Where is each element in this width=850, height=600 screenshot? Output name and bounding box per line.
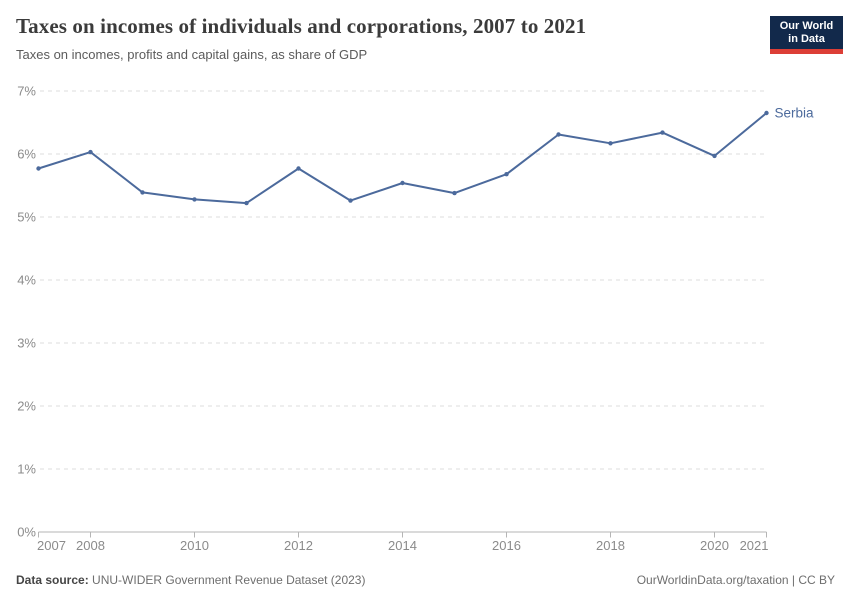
x-tick-label: 2007 (37, 538, 66, 553)
data-point (712, 153, 717, 159)
data-point (192, 197, 197, 202)
x-tick-label: 2010 (180, 538, 209, 553)
y-tick-label: 7% (17, 84, 36, 99)
y-tick-label: 5% (17, 210, 36, 225)
y-tick-label: 6% (17, 147, 36, 162)
data-point (140, 190, 145, 195)
series-label: Serbia (775, 106, 815, 121)
chart-subtitle: Taxes on incomes, profits and capital ga… (16, 47, 368, 63)
x-tick-label: 2020 (700, 538, 729, 553)
data-source: Data source: UNU-WIDER Government Revenu… (16, 573, 365, 587)
owid-logo-line1: Our World (779, 20, 834, 32)
data-point (36, 166, 41, 171)
data-point (608, 141, 613, 146)
data-point (296, 166, 301, 171)
footer-link[interactable]: OurWorldinData.org/taxation | CC BY (636, 573, 835, 587)
page-title: Taxes on incomes of individuals and corp… (16, 14, 587, 38)
x-tick-label: 2018 (596, 538, 625, 553)
data-point (452, 190, 457, 196)
data-point (660, 130, 665, 135)
data-point (244, 200, 249, 206)
x-tick-label: 2021 (740, 538, 769, 553)
x-tick-label: 2014 (388, 538, 417, 553)
data-source-label: Data source: (16, 573, 89, 587)
data-point (556, 132, 561, 137)
y-tick-label: 2% (17, 399, 36, 414)
y-tick-label: 4% (17, 273, 36, 288)
chart-header: Taxes on incomes of individuals and corp… (16, 14, 750, 62)
data-point (348, 198, 353, 203)
owid-logo: Our World in Data (770, 16, 843, 54)
chart-footer: Data source: UNU-WIDER Government Revenu… (16, 573, 835, 587)
data-source-value: UNU-WIDER Government Revenue Dataset (20… (88, 573, 366, 587)
y-tick-label: 3% (17, 336, 36, 351)
owid-logo-line2: in Data (788, 32, 825, 45)
x-tick-label: 2008 (76, 538, 105, 553)
data-point (88, 149, 93, 155)
x-tick-label: 2016 (492, 538, 521, 553)
data-point (400, 180, 405, 186)
y-tick-label: 0% (17, 525, 36, 540)
x-tick-label: 2012 (284, 538, 313, 553)
y-tick-label: 1% (17, 462, 36, 477)
data-point (504, 172, 509, 177)
series-line-serbia (37, 112, 768, 205)
data-point (764, 110, 769, 116)
